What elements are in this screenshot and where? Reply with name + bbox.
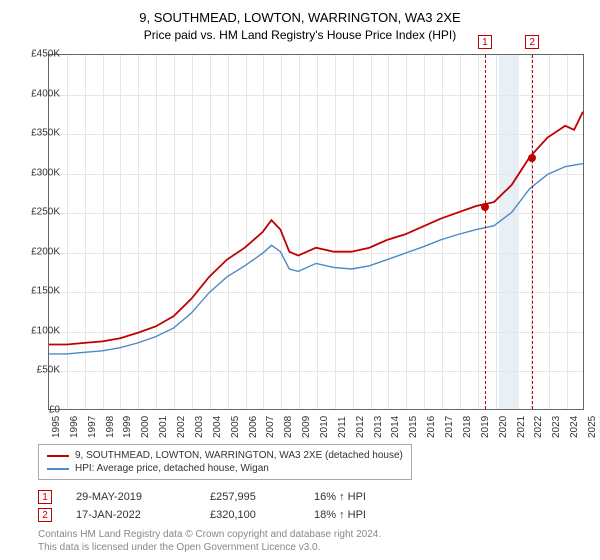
x-tick-label: 1998: [105, 416, 116, 438]
marker-dot-2: [528, 154, 536, 162]
x-tick-label: 2011: [337, 416, 348, 438]
x-tick-label: 2018: [462, 416, 473, 438]
sale-row: 2 17-JAN-2022 £320,100 18% ↑ HPI: [38, 506, 394, 524]
sale-date: 17-JAN-2022: [76, 509, 186, 521]
sale-price: £257,995: [210, 491, 290, 503]
x-tick-label: 2017: [444, 416, 455, 438]
y-tick-label: £0: [49, 405, 60, 416]
x-tick-label: 2016: [426, 416, 437, 438]
y-tick-label: £250K: [31, 207, 60, 218]
y-tick-label: £150K: [31, 286, 60, 297]
x-tick-label: 2009: [301, 416, 312, 438]
y-tick-label: £450K: [31, 49, 60, 60]
series-hpi: [49, 164, 583, 354]
x-tick-label: 2004: [212, 416, 223, 438]
marker-dot-1: [481, 203, 489, 211]
legend-item: 9, SOUTHMEAD, LOWTON, WARRINGTON, WA3 2X…: [47, 449, 403, 462]
x-tick-label: 2000: [140, 416, 151, 438]
footer-line-1: Contains HM Land Registry data © Crown c…: [38, 528, 381, 541]
chart-title: 9, SOUTHMEAD, LOWTON, WARRINGTON, WA3 2X…: [0, 0, 600, 25]
x-tick-label: 2003: [194, 416, 205, 438]
sale-pct: 18% ↑ HPI: [314, 509, 394, 521]
x-tick-label: 1999: [122, 416, 133, 438]
sale-pct: 16% ↑ HPI: [314, 491, 394, 503]
legend: 9, SOUTHMEAD, LOWTON, WARRINGTON, WA3 2X…: [38, 444, 412, 480]
x-tick-label: 2019: [480, 416, 491, 438]
marker-line-2: [532, 55, 533, 409]
marker-label-2: 2: [525, 35, 539, 49]
x-tick-label: 2014: [390, 416, 401, 438]
y-tick-label: £50K: [37, 365, 60, 376]
x-tick-label: 2013: [373, 416, 384, 438]
legend-swatch: [47, 468, 69, 470]
x-tick-label: 2006: [248, 416, 259, 438]
x-tick-label: 2022: [533, 416, 544, 438]
chart-container: 9, SOUTHMEAD, LOWTON, WARRINGTON, WA3 2X…: [0, 0, 600, 560]
series-property: [49, 112, 583, 345]
legend-label: HPI: Average price, detached house, Wiga…: [75, 463, 269, 474]
y-tick-label: £100K: [31, 325, 60, 336]
y-tick-label: £350K: [31, 128, 60, 139]
x-tick-label: 2020: [498, 416, 509, 438]
footer: Contains HM Land Registry data © Crown c…: [38, 528, 381, 554]
x-tick-label: 1996: [69, 416, 80, 438]
x-tick-label: 2001: [158, 416, 169, 438]
legend-label: 9, SOUTHMEAD, LOWTON, WARRINGTON, WA3 2X…: [75, 450, 403, 461]
x-tick-label: 1997: [87, 416, 98, 438]
y-tick-label: £400K: [31, 88, 60, 99]
x-tick-label: 2010: [319, 416, 330, 438]
sale-marker: 1: [38, 490, 52, 504]
y-tick-label: £300K: [31, 167, 60, 178]
x-tick-label: 2007: [265, 416, 276, 438]
x-tick-label: 2023: [551, 416, 562, 438]
sale-row: 1 29-MAY-2019 £257,995 16% ↑ HPI: [38, 488, 394, 506]
marker-line-1: [485, 55, 486, 409]
x-tick-label: 2008: [283, 416, 294, 438]
sale-marker: 2: [38, 508, 52, 522]
sale-price: £320,100: [210, 509, 290, 521]
x-tick-label: 2002: [176, 416, 187, 438]
series-svg: [49, 55, 583, 409]
sale-date: 29-MAY-2019: [76, 491, 186, 503]
x-tick-label: 2012: [355, 416, 366, 438]
footer-line-2: This data is licensed under the Open Gov…: [38, 541, 381, 554]
x-tick-label: 2005: [230, 416, 241, 438]
x-tick-label: 2015: [408, 416, 419, 438]
x-tick-label: 2025: [587, 416, 598, 438]
y-tick-label: £200K: [31, 246, 60, 257]
chart-subtitle: Price paid vs. HM Land Registry's House …: [0, 25, 600, 42]
legend-item: HPI: Average price, detached house, Wiga…: [47, 462, 403, 475]
x-tick-label: 2021: [516, 416, 527, 438]
x-tick-label: 2024: [569, 416, 580, 438]
plot-area: 12: [48, 54, 584, 410]
x-tick-label: 1995: [51, 416, 62, 438]
legend-swatch: [47, 455, 69, 457]
sales-table: 1 29-MAY-2019 £257,995 16% ↑ HPI 2 17-JAN-202…: [38, 488, 394, 524]
marker-label-1: 1: [478, 35, 492, 49]
